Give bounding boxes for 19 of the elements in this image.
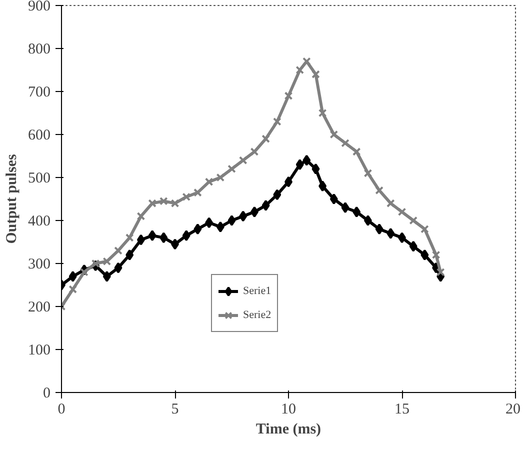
x-tick-label: 20 [506, 402, 520, 418]
legend-label: Serie1 [243, 285, 272, 297]
x-tick-label: 15 [394, 402, 410, 418]
y-tick-label: 500 [28, 170, 50, 186]
y-tick-label: 900 [28, 0, 50, 14]
y-tick-label: 600 [28, 128, 50, 144]
y-tick-label: 0 [43, 386, 50, 402]
y-tick-label: 300 [28, 256, 50, 272]
x-tick-label: 0 [58, 402, 66, 418]
y-tick-label: 200 [28, 300, 50, 316]
x-tick-label: 10 [281, 402, 296, 418]
legend-label: Serie2 [243, 309, 272, 321]
y-tick-label: 700 [28, 84, 50, 100]
y-axis-title: Output pulses [4, 154, 20, 244]
x-axis-title: Time (ms) [256, 422, 322, 438]
y-tick-label: 100 [28, 342, 50, 358]
y-tick-label: 800 [28, 42, 50, 58]
x-tick-label: 5 [171, 402, 179, 418]
y-tick-label: 400 [28, 214, 50, 230]
